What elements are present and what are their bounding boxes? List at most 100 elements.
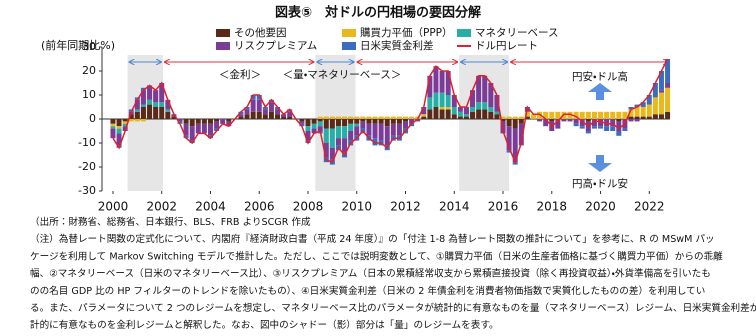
bar-segment [268,111,274,119]
bar-segment [116,126,122,129]
bar-segment [451,114,457,119]
bar-segment [366,119,372,124]
bar-segment [348,131,354,141]
y-tick-label: 10 [82,88,96,101]
bar-segment [226,121,232,127]
bar-segment [439,92,445,107]
bar-segment [640,107,646,117]
bar-segment [409,123,415,127]
bar-segment [470,107,476,112]
bar-segment [396,123,402,136]
bar-segment [250,99,256,112]
bar-segment [518,119,524,124]
bar-segment [384,119,390,127]
bar-segment [153,107,159,119]
bar-segment [427,97,433,110]
note-line: （出所：財務省、総務省、日本銀行、BLS、FRB よりSCGR 作成 [30,216,311,228]
bar-segment [116,133,122,146]
bar-segment [378,119,384,124]
bar-segment [134,109,140,112]
bar-segment [396,119,402,124]
bar-segment [140,90,146,105]
bar-segment [439,109,445,119]
bar-segment [622,111,628,119]
bar-segment [329,128,335,148]
bar-segment [488,83,494,107]
bar-segment [494,95,500,112]
bar-segment [177,119,183,122]
bar-segment [598,126,604,129]
legend-swatch [342,42,356,50]
x-tick-label: 2004 [195,200,226,214]
bar-segment [482,102,488,110]
bar-segment [409,119,415,124]
x-tick-label: 2010 [341,200,372,214]
bar-segment [640,102,646,107]
down-arrow [588,155,612,172]
y-tick-label: 30 [82,40,96,53]
bar-segment [366,123,372,136]
bar-segment [384,126,390,146]
bar-segment [567,119,573,122]
bar-segment [439,107,445,110]
bar-segment [348,119,354,124]
bar-segment [110,128,116,139]
bar-segment [640,116,646,119]
bar-segment [457,111,463,117]
bar-segment [549,111,555,119]
bar-segment [275,109,281,115]
bar-segment [323,119,329,129]
bar-segment [628,116,634,119]
bar-segment [116,128,122,134]
bar-segment [537,119,543,122]
legend-swatch [216,42,230,50]
bar-segment [506,116,512,119]
bar-segment [396,116,402,119]
bar-segment [189,126,195,141]
bar-segment [488,111,494,119]
bar-segment [518,116,524,119]
bar-segment [482,109,488,119]
bar-segment [421,107,427,115]
legend-label: ドル円レート [475,40,538,52]
bar-segment [128,114,134,119]
bar-segment [598,119,604,127]
bar-segment [342,116,348,119]
bar-segment [354,116,360,119]
bar-segment [214,119,220,122]
bar-segment [147,104,153,119]
bar-segment [122,123,128,127]
bar-segment [549,119,555,122]
bar-segment [390,123,396,136]
legend-label: 購買力平価（PPP） [360,26,453,39]
bar-segment [287,111,293,117]
bar-segment [488,107,494,112]
bar-segment [512,119,518,129]
bar-segment [390,116,396,119]
bar-segment [494,114,500,119]
legend-label: マネタリーベース [475,27,558,39]
bar-segment [573,111,579,119]
bar-segment [140,87,146,91]
bar-segment [140,107,146,119]
bar-segment [244,109,250,115]
bar-segment [463,116,469,119]
bar-segment [646,104,652,117]
bar-segment [579,111,585,119]
bar-segment [658,71,664,91]
x-tick-label: 2020 [585,200,616,214]
bar-segment [238,116,244,119]
bar-segment [317,121,323,127]
legend-swatch [457,29,471,37]
bar-segment [665,111,671,119]
y-tick-label: 20 [82,64,96,77]
bar-segment [110,119,116,124]
bar-segment [646,95,652,105]
bar-segment [476,109,482,119]
bar-segment [543,111,549,119]
bar-segment [299,121,305,124]
bar-segment [220,119,226,124]
bar-segment [335,126,341,139]
note-line: ケージを利用して Markov Switching モデルで推計した。ただし、こ… [30,250,723,262]
